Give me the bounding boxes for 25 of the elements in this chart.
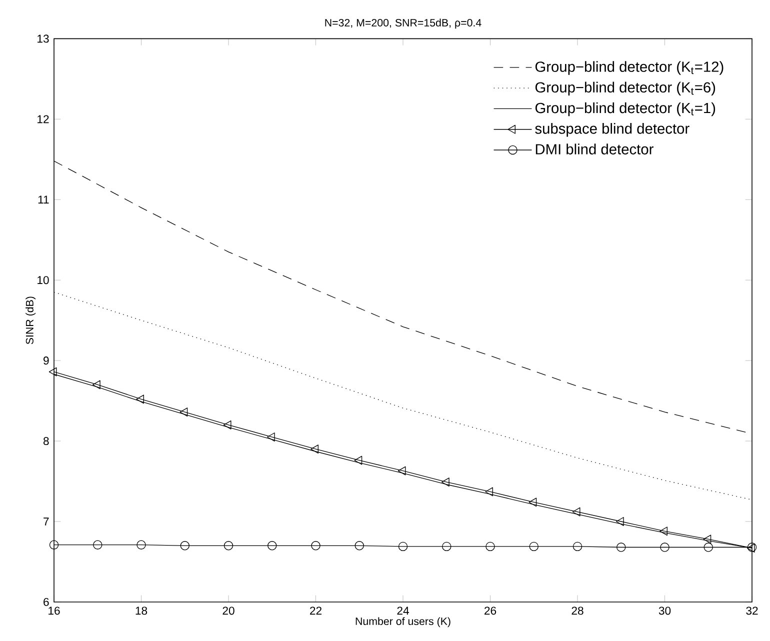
x-tick-label: 18: [136, 606, 148, 615]
y-axis-title: SINR (dB): [26, 296, 36, 344]
y-tick-label: 10: [38, 276, 49, 284]
x-tick-label: 32: [746, 606, 758, 615]
legend-label: Group−blind detector (K$_{t}$=12): [535, 61, 724, 75]
legend-label: DMI blind detector: [536, 144, 654, 154]
legend-label: Group−blind detector (K$_{t}$=6): [535, 82, 716, 96]
x-tick-label: 24: [397, 606, 409, 615]
x-tick-label: 16: [48, 606, 60, 615]
x-axis-title: Number of users (K): [356, 617, 450, 628]
x-tick-label: 30: [658, 606, 671, 615]
x-tick-label: 28: [572, 606, 584, 615]
legend-label: Group−blind detector (K$_{t}$=1): [535, 102, 716, 116]
x-tick-label: 20: [222, 606, 234, 615]
y-tick-label: 8: [43, 437, 49, 446]
y-tick-label: 9: [44, 356, 49, 365]
x-tick-label: 26: [484, 606, 496, 615]
y-tick-label: 7: [44, 518, 49, 526]
chart-title: N=32, M=200, SNR=15dB, ρ=0.4: [325, 18, 482, 29]
y-tick-label: 13: [38, 34, 49, 43]
x-tick-label: 22: [310, 606, 322, 615]
y-tick-label: 11: [38, 196, 49, 204]
y-tick-label: 6: [44, 598, 49, 606]
legend-label: subspace blind detector: [535, 123, 690, 137]
y-tick-label: 12: [38, 115, 49, 124]
